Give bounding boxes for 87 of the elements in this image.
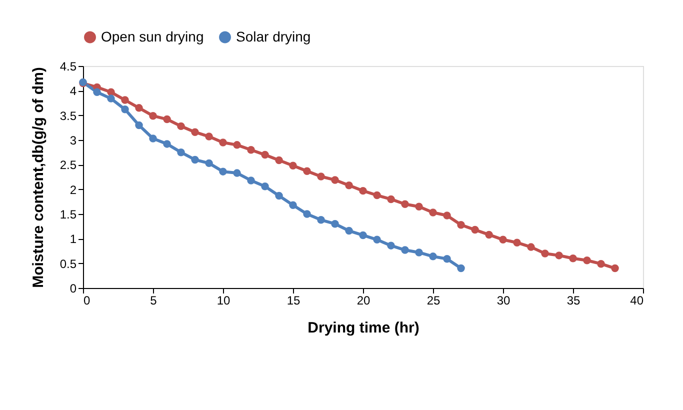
point [373, 236, 381, 244]
point [149, 134, 157, 142]
point [93, 88, 101, 96]
point [107, 88, 115, 96]
y-tick-label: 2.5 [60, 158, 77, 172]
point [163, 115, 171, 124]
point [457, 220, 465, 229]
point [555, 252, 563, 260]
point [485, 230, 493, 239]
point [345, 182, 353, 190]
point [387, 195, 395, 204]
point [359, 231, 367, 240]
y-tick-label: 4 [70, 84, 77, 98]
point [219, 138, 227, 146]
point [471, 226, 479, 234]
point [387, 242, 395, 250]
point [457, 264, 465, 272]
point [191, 128, 199, 136]
point [373, 191, 381, 200]
point [513, 238, 521, 246]
point [317, 172, 325, 180]
y-tick-label: 0.5 [60, 256, 77, 271]
x-axis-title: Drying time (hr) [308, 320, 420, 336]
point [219, 168, 227, 176]
y-tick-label: 4.5 [60, 60, 77, 74]
point [205, 132, 213, 140]
point [289, 201, 297, 209]
point [289, 162, 297, 170]
point [415, 202, 423, 210]
point [401, 200, 409, 208]
point [177, 122, 185, 130]
point [275, 156, 283, 164]
y-tick-label: 0 [70, 282, 77, 296]
x-tick-label: 25 [426, 294, 440, 308]
point [163, 140, 171, 148]
point [541, 250, 549, 258]
point [443, 212, 451, 220]
point [121, 96, 129, 104]
x-tick-label: 40 [630, 294, 644, 308]
point [149, 112, 157, 120]
x-tick-label: 35 [566, 294, 580, 308]
point [443, 255, 451, 263]
point [583, 256, 591, 264]
point [569, 254, 577, 262]
point [597, 260, 605, 268]
point [135, 104, 143, 112]
point [233, 141, 241, 149]
point [247, 176, 255, 184]
point [233, 169, 241, 177]
point [261, 182, 269, 190]
point [303, 167, 311, 175]
y-tick-label: 1 [70, 232, 77, 246]
point [121, 106, 129, 114]
legend-label: Solar drying [236, 28, 311, 44]
point [275, 192, 283, 200]
point [247, 146, 255, 154]
point [401, 246, 409, 254]
point [135, 121, 143, 130]
x-tick-label: 30 [496, 294, 510, 308]
point [331, 220, 339, 228]
x-tick-label: 15 [286, 294, 300, 308]
point [359, 186, 367, 195]
point [415, 248, 423, 256]
point [611, 264, 619, 272]
legend-label: Open sun drying [101, 28, 204, 44]
point [107, 94, 115, 102]
point [191, 156, 199, 164]
point [317, 216, 325, 224]
point [331, 176, 339, 184]
x-tick-label: 0 [84, 294, 90, 308]
point [499, 236, 507, 244]
y-axis-title: Moisture content,db(g/g of dm) [30, 67, 47, 288]
x-tick-label: 20 [356, 294, 370, 308]
point [303, 210, 311, 218]
y-tick-label: 2 [70, 182, 77, 197]
y-tick-label: 3.5 [60, 108, 77, 123]
point [261, 150, 269, 159]
x-tick-label: 10 [216, 294, 230, 308]
point [205, 159, 213, 168]
y-tick-label: 1.5 [60, 208, 77, 222]
point [429, 252, 437, 260]
point [527, 243, 535, 251]
y-tick-label: 3 [70, 134, 77, 148]
point [177, 148, 185, 156]
point [429, 208, 437, 216]
x-tick-label: 5 [150, 294, 158, 308]
point [345, 226, 353, 235]
